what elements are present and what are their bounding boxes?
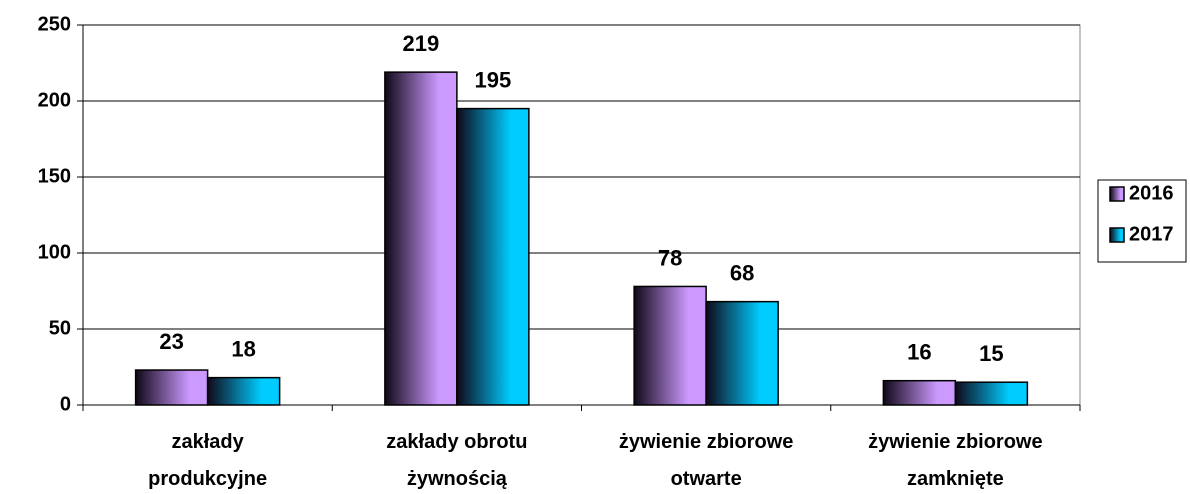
y-tick-label: 50 (49, 317, 71, 339)
y-tick-label: 250 (38, 13, 71, 35)
legend-swatch (1109, 186, 1125, 202)
bar (954, 381, 1029, 406)
legend-box (1097, 179, 1187, 263)
y-tick-label: 0 (60, 393, 71, 415)
y-tick-label: 100 (38, 241, 71, 263)
value-label: 219 (403, 31, 440, 56)
x-tick-label: żywienie zbiorowe otwarte (619, 431, 793, 490)
value-label: 15 (979, 341, 1003, 366)
x-tick-label: zakłady obrotu żywnością (386, 431, 527, 490)
value-label: 68 (730, 260, 754, 285)
x-tick-label: żywienie zbiorowe zamknięte (868, 431, 1042, 490)
y-tick-label: 150 (38, 165, 71, 187)
value-label: 78 (658, 245, 682, 270)
x-tick-label: zakłady produkcyjne (148, 431, 267, 490)
value-label: 23 (159, 329, 183, 354)
bar (705, 300, 779, 406)
bar (134, 369, 209, 406)
y-tick-label: 200 (38, 89, 71, 111)
legend-label: 2016 (1129, 182, 1174, 204)
bar (882, 379, 957, 406)
bar (206, 376, 281, 406)
legend-label: 2017 (1129, 223, 1174, 245)
value-label: 18 (231, 336, 255, 361)
bar (384, 71, 458, 406)
value-label: 195 (475, 67, 512, 92)
bar (456, 107, 530, 406)
value-label: 16 (907, 339, 931, 364)
bar (633, 285, 707, 406)
legend-swatch (1109, 227, 1125, 243)
